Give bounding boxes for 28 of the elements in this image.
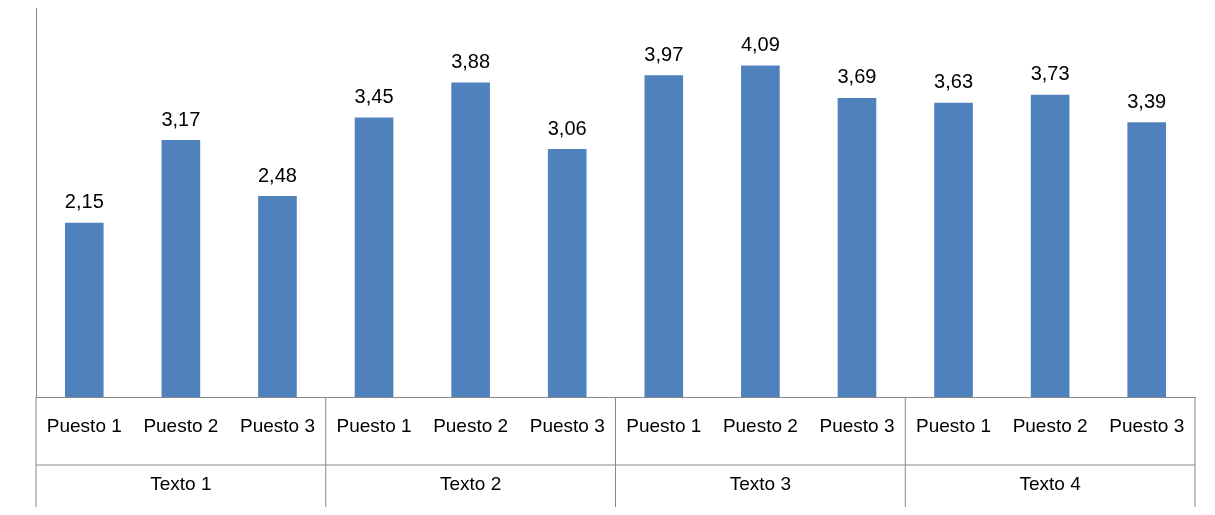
x-tick-label: Puesto 2 bbox=[722, 414, 798, 436]
data-label: 3,39 bbox=[1127, 89, 1167, 112]
x-tick-label: Puesto 2 bbox=[1012, 414, 1088, 436]
x-tick-label: Puesto 3 bbox=[529, 414, 605, 436]
data-label: 3,73 bbox=[1030, 62, 1070, 85]
data-label: 3,45 bbox=[354, 84, 394, 107]
text: Texto 1 bbox=[150, 473, 212, 495]
data-label: 3,69 bbox=[837, 65, 877, 88]
x-tick-label: Puesto 2 bbox=[433, 414, 509, 436]
data-label: 4,09 bbox=[740, 33, 780, 56]
data-label: 3,17 bbox=[161, 107, 201, 130]
x-tick-label: Puesto 3 bbox=[1109, 414, 1185, 436]
data-label: 2,15 bbox=[64, 190, 104, 213]
x-tick-label: Puesto 1 bbox=[916, 414, 992, 436]
x-tick-label: Puesto 1 bbox=[336, 414, 412, 436]
data-label: 3,06 bbox=[547, 116, 587, 139]
text: Texto 3 bbox=[729, 473, 792, 495]
data-label: 3,88 bbox=[451, 50, 491, 73]
data-label: 3,63 bbox=[934, 70, 974, 93]
x-tick-label: Puesto 1 bbox=[626, 414, 702, 436]
x-tick-label: Puesto 2 bbox=[143, 414, 219, 436]
x-tick-label: Puesto 3 bbox=[819, 414, 895, 436]
data-label: 2,48 bbox=[257, 163, 297, 186]
data-label: 3,97 bbox=[644, 42, 684, 65]
text: Texto 2 bbox=[439, 473, 502, 495]
x-tick-label: Puesto 1 bbox=[46, 414, 122, 436]
text: Texto 4 bbox=[1019, 473, 1082, 495]
x-tick-label: Puesto 3 bbox=[239, 414, 315, 436]
